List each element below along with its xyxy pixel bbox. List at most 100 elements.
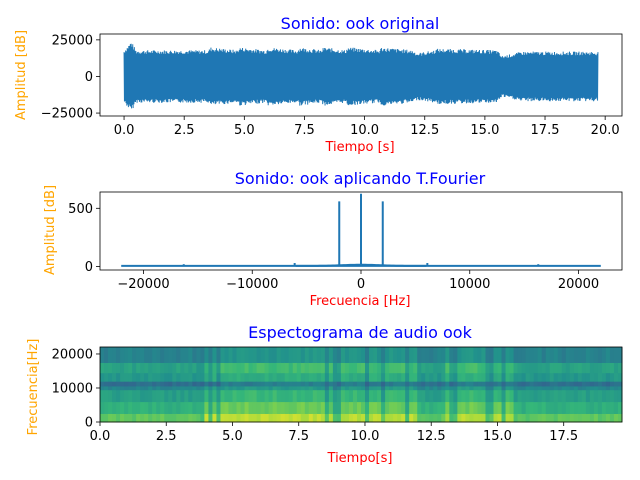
spectrogram-cell <box>332 381 338 387</box>
spectrogram-cell <box>164 401 169 414</box>
spectrogram-cell <box>493 381 499 387</box>
spectrogram-cell <box>569 385 575 391</box>
spectrogram-cell <box>409 385 414 391</box>
spectrogram-cell <box>164 381 169 387</box>
spectrogram-cell <box>425 385 430 391</box>
spectrogram-cell <box>132 362 137 374</box>
spectrogram-cell <box>585 381 591 387</box>
spectrogram-cell <box>549 401 555 414</box>
spectrogram-cell <box>601 372 607 382</box>
x-tick-label: 20000 <box>558 277 599 292</box>
spectrogram-cell <box>601 381 607 387</box>
spectrogram-cell <box>284 385 290 391</box>
spectrogram-cell <box>421 362 426 374</box>
spectrogram-cell <box>561 381 567 387</box>
spectrogram-cell <box>100 372 105 382</box>
spectrogram-cell <box>545 362 551 374</box>
spectrogram-cell <box>220 372 225 382</box>
spectrogram-cell <box>208 401 213 414</box>
spectrogram-cell <box>108 413 113 423</box>
spectrogram-cell <box>152 385 157 391</box>
spectrogram-cell <box>172 381 177 387</box>
spectrogram-cell <box>220 401 225 414</box>
spectrogram-cell <box>401 372 406 382</box>
spectrogram-cell <box>336 413 342 423</box>
spectrogram-cell <box>485 372 490 382</box>
spectrogram-cell <box>405 385 410 391</box>
spectrogram-cell <box>389 389 394 403</box>
spectrogram-cell <box>336 389 342 403</box>
spectrogram-cell <box>336 381 342 387</box>
spectrogram-cell <box>429 385 434 391</box>
spectrogram-cell <box>272 381 278 387</box>
spectrogram-cell <box>272 372 278 382</box>
spectrogram-cell <box>160 362 165 374</box>
spectrogram-cell <box>617 385 623 391</box>
spectrogram-cell <box>581 389 587 403</box>
spectrogram-cell <box>204 381 209 387</box>
spectrogram-cell <box>228 413 234 423</box>
spectrogram-cell <box>352 413 358 423</box>
spectrogram-cell <box>152 413 157 423</box>
spectrogram-cell <box>493 347 499 363</box>
spectrogram-cell <box>369 401 374 414</box>
spectrogram-cell <box>409 372 414 382</box>
spectrogram-cell <box>581 401 587 414</box>
spectrogram-cell <box>276 413 282 423</box>
spectrogram-cell <box>168 389 173 403</box>
spectrogram-cell <box>240 362 246 374</box>
spectrogram-cell <box>256 381 262 387</box>
spectrogram-cell <box>252 401 258 414</box>
spectrogram-cell <box>481 389 486 403</box>
spectrogram-cell <box>617 362 623 374</box>
spectrogram-cell <box>497 389 503 403</box>
spectrogram-cell <box>228 385 234 391</box>
spectrogram-cell <box>441 389 446 403</box>
spectrogram-cell <box>493 401 499 414</box>
spectrogram-cell <box>280 372 286 382</box>
spectrogram-cell <box>453 401 458 414</box>
spectrogram-cell <box>356 381 362 387</box>
spectrogram-cell <box>449 413 454 423</box>
spectrogram-cell <box>288 401 294 414</box>
spectrogram-cell <box>377 347 382 363</box>
x-tick-label: 10000 <box>449 277 490 292</box>
spectrogram-cell <box>377 389 382 403</box>
spectrogram-cell <box>236 413 242 423</box>
spectrogram-cell <box>593 401 599 414</box>
spectrogram-cell <box>381 381 386 387</box>
spectrogram-cell <box>605 347 611 363</box>
spectrogram-cell <box>377 401 382 414</box>
spectrogram-cell <box>497 381 503 387</box>
x-tick-label: −10000 <box>226 277 278 292</box>
spectrogram-cell <box>541 413 547 423</box>
spectrogram-cell <box>505 385 511 391</box>
spectrogram-cell <box>609 362 615 374</box>
spectrogram-cell <box>489 347 495 363</box>
spectrogram-cell <box>473 401 478 414</box>
spectrogram-cell <box>365 372 370 382</box>
spectrogram-cell <box>557 401 563 414</box>
spectrogram-cell <box>553 389 559 403</box>
spectrogram-cell <box>537 413 543 423</box>
spectrogram-cell <box>581 362 587 374</box>
spectrogram-cell <box>433 362 438 374</box>
spectrogram-cell <box>104 381 109 387</box>
spectrogram-cell <box>216 362 221 374</box>
spectrogram-cell <box>248 413 254 423</box>
spectrogram-cell <box>537 362 543 374</box>
spectrogram-cell <box>569 381 575 387</box>
spectrogram-cell <box>413 347 418 363</box>
spectrogram-cell <box>433 372 438 382</box>
spectrogram-cell <box>397 362 402 374</box>
spectrogram-cell <box>356 385 362 391</box>
spectrogram-cell <box>292 372 298 382</box>
spectrogram-cell <box>200 389 205 403</box>
spectrogram-cell <box>557 347 563 363</box>
spectrogram-cell <box>437 385 442 391</box>
spectrogram-cell <box>272 385 278 391</box>
spectrogram-cell <box>348 413 354 423</box>
spectrogram-cell <box>184 362 189 374</box>
spectrogram-cell <box>244 347 250 363</box>
